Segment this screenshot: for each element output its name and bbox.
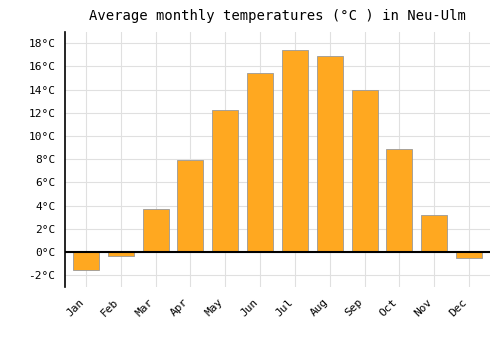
Bar xyxy=(456,252,482,258)
Bar xyxy=(316,56,343,252)
Bar xyxy=(212,111,238,252)
Bar xyxy=(178,160,204,252)
Bar xyxy=(73,252,99,270)
Bar xyxy=(352,90,378,252)
Bar xyxy=(421,215,448,252)
Bar xyxy=(142,209,169,252)
Title: Average monthly temperatures (°C ) in Neu-Ulm: Average monthly temperatures (°C ) in Ne… xyxy=(89,9,466,23)
Bar xyxy=(386,149,412,252)
Bar xyxy=(282,50,308,252)
Bar xyxy=(108,252,134,256)
Bar xyxy=(247,73,273,252)
